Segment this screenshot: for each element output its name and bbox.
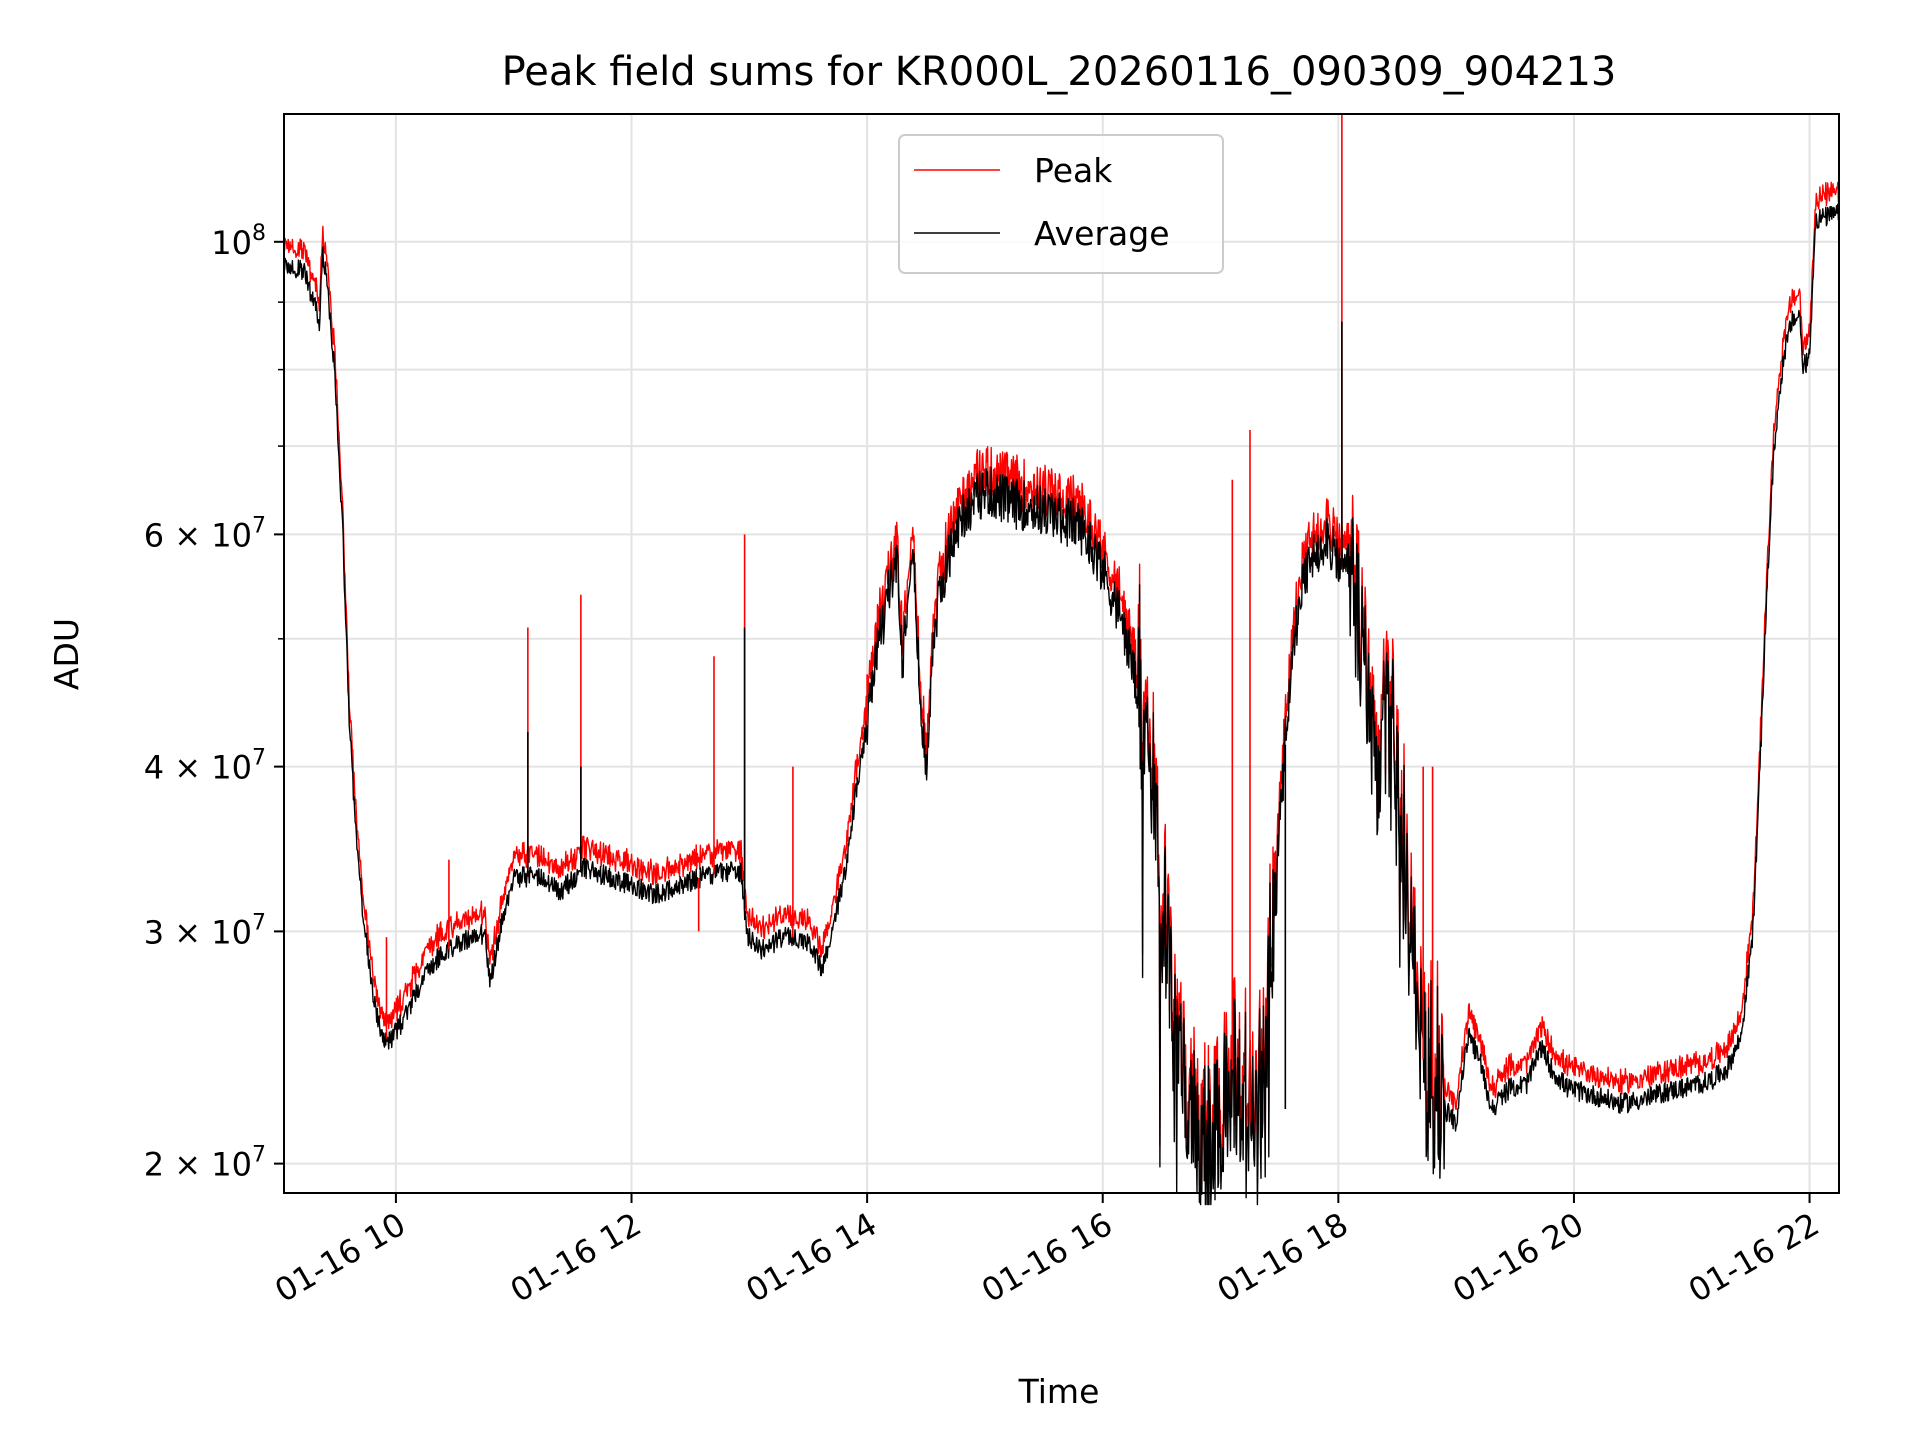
- legend-label-average: Average: [1034, 214, 1170, 253]
- legend: Peak Average: [898, 134, 1224, 274]
- y-tick-label: 3 × 107: [144, 910, 266, 951]
- series-line-peak: [283, 181, 1840, 1187]
- chart-title: Peak field sums for KR000L_20260116_0903…: [502, 49, 1617, 95]
- y-tick-label: 2 × 107: [144, 1143, 266, 1184]
- y-tick-label: 4 × 107: [144, 746, 266, 787]
- legend-label-peak: Peak: [1034, 151, 1113, 190]
- y-tick-label: 108: [211, 221, 266, 262]
- y-tick-label: 6 × 107: [144, 513, 266, 554]
- series-layer: [283, 114, 1840, 1206]
- y-axis-label: ADU: [47, 618, 86, 690]
- series-line-average: [283, 203, 1840, 1206]
- x-axis-label: Time: [1018, 1372, 1100, 1411]
- plot-area-frame: [283, 113, 1840, 1194]
